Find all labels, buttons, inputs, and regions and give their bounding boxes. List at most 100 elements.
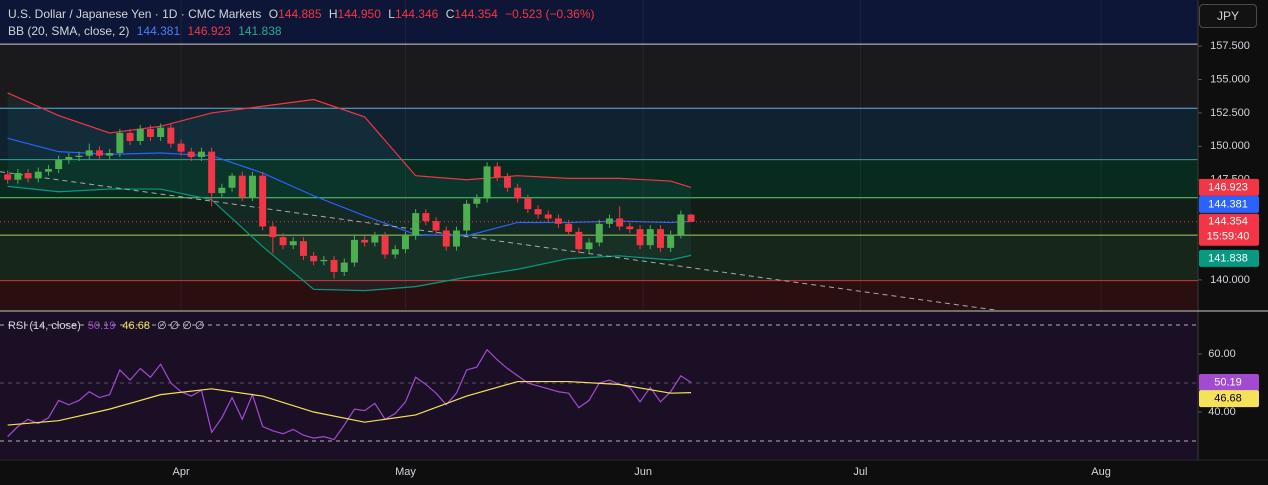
candle-body xyxy=(320,259,328,262)
x-tick-label: Aug xyxy=(1091,466,1111,478)
candle-body xyxy=(197,151,205,158)
price-badge-label: 146.923 xyxy=(1208,181,1248,193)
candle-body xyxy=(473,198,481,204)
bb-value: 146.923 xyxy=(187,24,231,38)
y-tick-label: 150.000 xyxy=(1210,140,1250,152)
price-zone xyxy=(0,108,1198,160)
candle-body xyxy=(208,151,216,194)
candle-body xyxy=(350,239,358,263)
candle-body xyxy=(636,229,644,246)
rsi-value: 46.68 xyxy=(122,320,150,332)
y-tick-label: 155.000 xyxy=(1210,73,1250,85)
candle-body xyxy=(595,223,603,243)
candle-body xyxy=(126,132,134,141)
candle-body xyxy=(565,223,573,232)
candle-body xyxy=(544,214,552,219)
price-zone xyxy=(0,44,1198,109)
candle-body xyxy=(75,155,83,158)
candle-body xyxy=(605,218,613,224)
rsi-line xyxy=(7,348,692,441)
y-tick-label: 157.500 xyxy=(1210,40,1250,52)
price-zone xyxy=(0,280,1198,310)
candle-body xyxy=(626,226,634,230)
price-badge xyxy=(1199,178,1259,196)
candle-body xyxy=(310,255,318,262)
y-tick-label: 40.00 xyxy=(1208,406,1236,418)
candle-body xyxy=(228,175,236,188)
candle-body xyxy=(401,235,409,250)
price-badge-label: 144.354 xyxy=(1208,216,1248,228)
currency-button[interactable]: JPY xyxy=(1199,4,1257,28)
ohlc-key: C xyxy=(445,7,455,21)
ohlc-value: 144.354 xyxy=(454,7,498,21)
candle-body xyxy=(483,166,491,199)
candle-body xyxy=(279,237,287,246)
x-tick-label: Apr xyxy=(172,466,189,478)
price-badge xyxy=(1199,373,1259,391)
candle-body xyxy=(391,249,399,255)
candle-body xyxy=(177,143,185,152)
x-tick-label: May xyxy=(395,466,416,478)
candle-body xyxy=(340,262,348,272)
ohlc-value: 144.346 xyxy=(394,7,439,21)
x-tick-label: Jun xyxy=(634,466,652,478)
bb-label: BB (20, SMA, close, 2) xyxy=(8,24,130,38)
candle-body xyxy=(238,175,246,198)
candle-body xyxy=(575,231,583,250)
candle-body xyxy=(442,230,450,247)
price-pane xyxy=(0,0,1198,310)
candle-body xyxy=(4,174,12,180)
candle-body xyxy=(259,175,267,227)
ohlc-value: 144.885 xyxy=(278,7,322,21)
y-tick-label: 152.500 xyxy=(1210,107,1250,119)
candle-body xyxy=(55,159,63,170)
price-badge-label: 144.381 xyxy=(1208,198,1248,210)
candle-body xyxy=(85,150,93,156)
rsi-background xyxy=(0,312,1198,460)
candle-body xyxy=(146,128,154,137)
band-fill xyxy=(7,92,692,291)
bb-legend: BB (20, SMA, close, 2) 144.381 146.923 1… xyxy=(8,24,286,38)
price-badge-label: 141.838 xyxy=(1208,252,1248,264)
candle-body xyxy=(187,151,195,158)
rsi-value: 50.19 xyxy=(87,320,116,332)
band-line xyxy=(7,92,692,189)
y-tick-label: 140.000 xyxy=(1210,274,1250,286)
candle-body xyxy=(65,157,73,160)
rsi-label: RSI (14, close) xyxy=(8,320,81,332)
candle-body xyxy=(14,173,22,180)
candle-body xyxy=(167,127,175,144)
candle-body xyxy=(422,213,430,222)
price-badge-label: 50.19 xyxy=(1214,376,1242,388)
candle-body xyxy=(514,187,522,199)
candle-body xyxy=(656,229,664,248)
ohlc-value: 144.950 xyxy=(337,7,381,21)
candle-body xyxy=(299,241,307,256)
candle-body xyxy=(330,259,338,272)
rsi-extra: ∅ ∅ ∅ ∅ xyxy=(157,320,205,332)
candle-body xyxy=(524,198,532,210)
candle-body xyxy=(269,226,277,238)
x-tick-label: Jul xyxy=(853,466,867,478)
price-zone xyxy=(0,0,1198,45)
price-badge xyxy=(1199,195,1259,213)
candle-body xyxy=(136,128,144,141)
candle-body xyxy=(667,234,675,248)
candle-body xyxy=(554,218,562,224)
candle-body xyxy=(95,150,103,156)
y-tick-label: 60.00 xyxy=(1208,348,1236,360)
candle-body xyxy=(677,214,685,235)
candle-body xyxy=(493,166,501,178)
symbol-legend: U.S. Dollar / Japanese Yen · 1D · CMC Ma… xyxy=(8,7,599,21)
bb-value: 141.838 xyxy=(238,24,282,38)
candle-body xyxy=(34,171,42,179)
ohlc-key: H xyxy=(328,7,338,21)
band-line xyxy=(7,137,692,237)
trend-line xyxy=(0,171,996,310)
price-badge xyxy=(1199,213,1259,246)
candle-body xyxy=(157,127,165,137)
countdown: 15:59:40 xyxy=(1207,231,1250,243)
candle-body xyxy=(248,175,256,198)
